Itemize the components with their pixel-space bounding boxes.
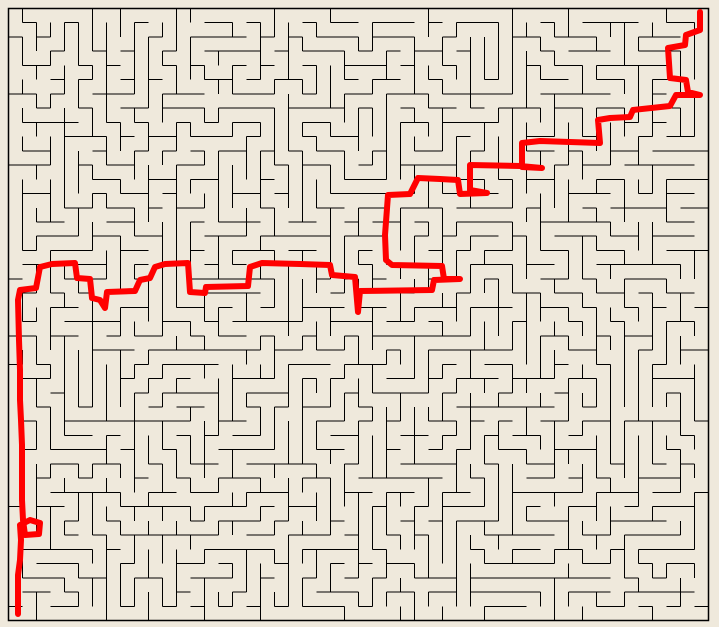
maze-walls bbox=[8, 8, 709, 621]
maze-border bbox=[7, 7, 710, 622]
solution-path bbox=[15, 9, 703, 617]
